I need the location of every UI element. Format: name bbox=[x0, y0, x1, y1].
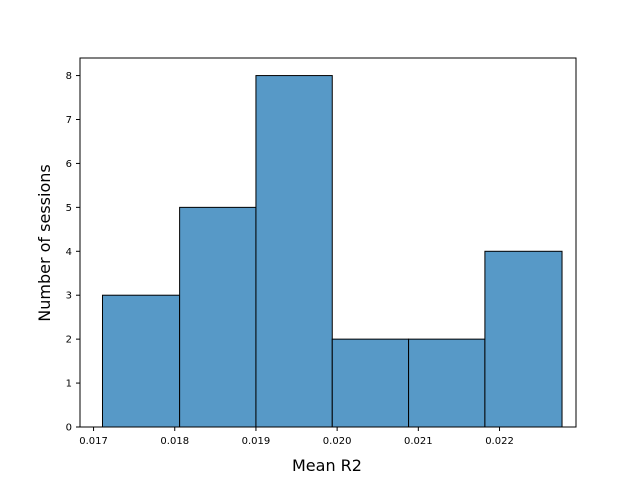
x-axis-title: Mean R2 bbox=[292, 456, 362, 475]
axes-layer bbox=[79, 57, 577, 428]
ticks-layer: 0.017 0.018 0.019 0.020 0.021 0.022 0 1 2 3 4 5 6 7 8 bbox=[66, 71, 514, 447]
histogram-bar-4 bbox=[331, 338, 410, 428]
y-tick-label: 6 bbox=[66, 159, 72, 170]
y-tick-label: 2 bbox=[66, 335, 72, 346]
x-tick-label: 0.017 bbox=[79, 436, 108, 447]
axes-frame bbox=[79, 57, 577, 428]
histogram-bar-5 bbox=[408, 338, 486, 428]
x-tick-label: 0.021 bbox=[404, 436, 433, 447]
x-tick-label: 0.022 bbox=[485, 436, 514, 447]
y-tick-label: 7 bbox=[66, 115, 72, 126]
histogram-bar-6 bbox=[484, 250, 563, 428]
x-tick-label: 0.018 bbox=[160, 436, 189, 447]
y-tick-label: 8 bbox=[66, 71, 72, 82]
x-tick-label: 0.020 bbox=[323, 436, 352, 447]
bars-layer bbox=[101, 75, 563, 428]
histogram-bar-1 bbox=[101, 294, 181, 428]
histogram-bar-2 bbox=[179, 206, 257, 428]
y-tick-label: 3 bbox=[66, 291, 72, 302]
y-tick-label: 4 bbox=[66, 247, 72, 258]
y-axis-title: Number of sessions bbox=[35, 164, 54, 321]
y-tick-label: 1 bbox=[66, 379, 72, 390]
histogram-bar-3 bbox=[255, 75, 333, 428]
x-tick-label: 0.019 bbox=[242, 436, 271, 447]
y-tick-label: 0 bbox=[66, 423, 72, 434]
y-tick-label: 5 bbox=[66, 203, 72, 214]
